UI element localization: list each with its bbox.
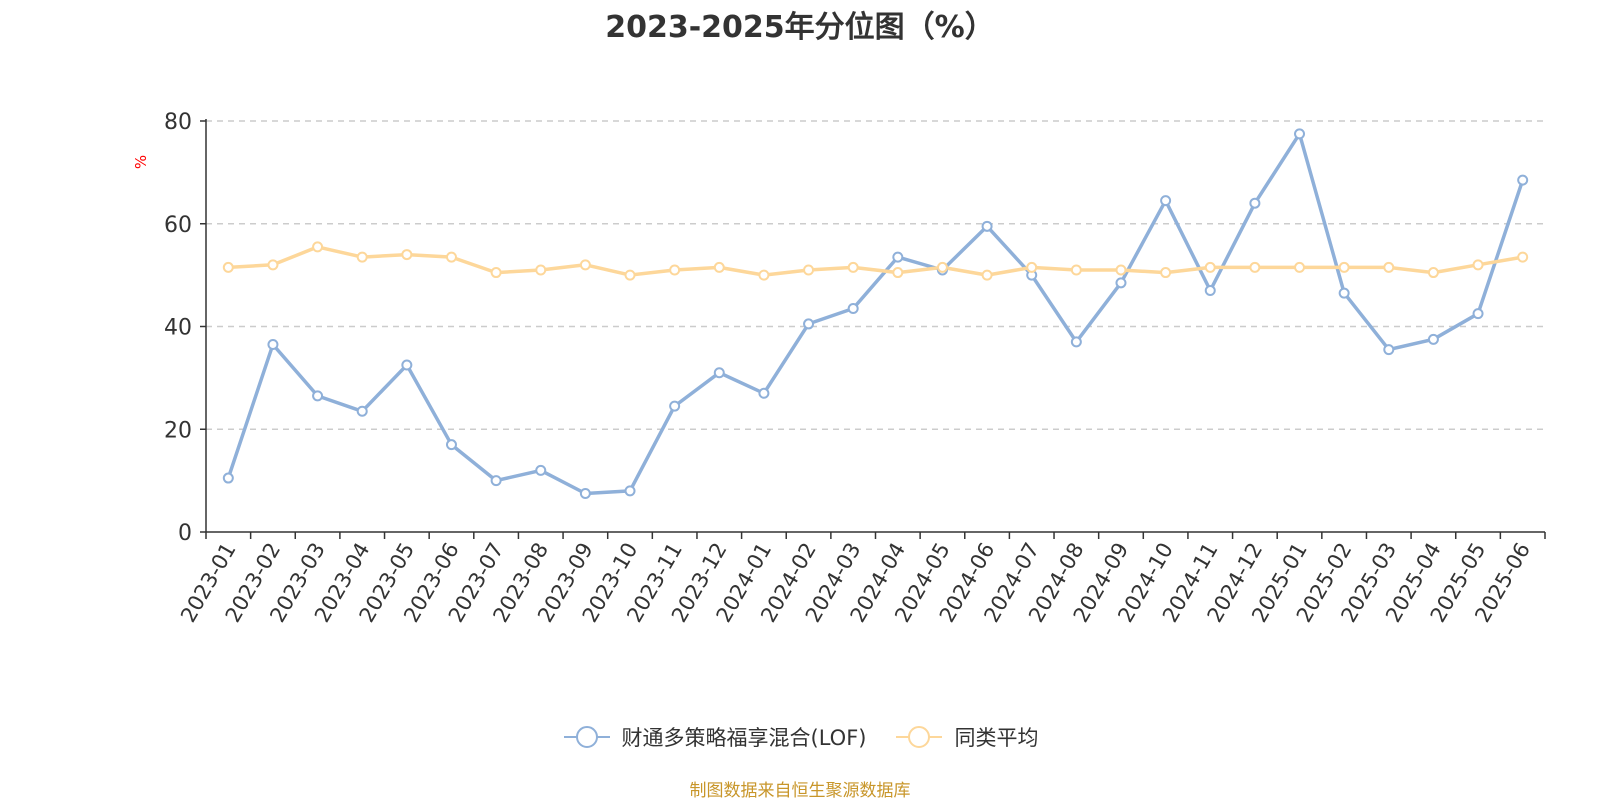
data-point — [401, 359, 413, 371]
data-point — [267, 259, 279, 271]
data-point — [401, 249, 413, 261]
data-point — [892, 251, 904, 263]
data-point — [1294, 261, 1306, 273]
data-point — [981, 220, 993, 232]
data-point — [490, 267, 502, 279]
data-point — [1070, 336, 1082, 348]
data-point — [1115, 264, 1127, 276]
data-point — [936, 261, 948, 273]
data-point — [847, 261, 859, 273]
data-point — [1338, 287, 1350, 299]
legend-symbol-icon — [896, 726, 943, 748]
legend-label: 财通多策略福享混合(LOF) — [621, 726, 867, 750]
data-point — [1160, 195, 1172, 207]
data-point — [669, 264, 681, 276]
data-point — [267, 338, 279, 350]
data-point — [758, 387, 770, 399]
data-point — [1383, 261, 1395, 273]
legend-item-1[interactable]: 财通多策略福享混合(LOF) — [562, 722, 867, 752]
legend-label: 同类平均 — [954, 726, 1039, 750]
data-point — [1026, 261, 1038, 273]
data-point — [669, 400, 681, 412]
data-point — [624, 269, 636, 281]
data-point — [1427, 267, 1439, 279]
data-point — [312, 390, 324, 402]
data-point — [356, 251, 368, 263]
data-point — [892, 267, 904, 279]
grid-lines — [206, 120, 1545, 430]
data-point — [222, 472, 234, 484]
series-line-1 — [226, 132, 1525, 496]
data-point — [1204, 261, 1216, 273]
data-point — [713, 261, 725, 273]
data-point — [1249, 197, 1261, 209]
y-tick-label: 80 — [164, 110, 192, 135]
data-point — [1427, 333, 1439, 345]
data-point — [803, 264, 815, 276]
data-point — [1383, 344, 1395, 356]
y-tick-label: 0 — [178, 521, 192, 546]
data-point — [713, 367, 725, 379]
y-tick-label: 60 — [164, 213, 192, 238]
data-point — [1338, 261, 1350, 273]
data-point — [803, 318, 815, 330]
data-point — [1249, 261, 1261, 273]
chart-title: 2023-2025年分位图（%） — [605, 10, 995, 45]
y-axis-label: % — [132, 155, 150, 169]
data-point — [312, 241, 324, 253]
data-point — [624, 485, 636, 497]
legend-symbol-icon — [563, 726, 610, 748]
y-tick-label: 20 — [164, 418, 192, 443]
data-point — [1160, 267, 1172, 279]
data-points — [222, 128, 1529, 499]
data-point — [1472, 308, 1484, 320]
data-point — [1204, 285, 1216, 297]
data-point — [1472, 259, 1484, 271]
data-point — [490, 475, 502, 487]
legend: 财通多策略福享混合(LOF) 同类平均 — [0, 722, 1600, 752]
series-lines — [226, 132, 1525, 496]
data-point — [1517, 174, 1529, 186]
data-point — [445, 439, 457, 451]
data-point — [579, 487, 591, 499]
data-point — [535, 464, 547, 476]
source-note: 制图数据来自恒生聚源数据库 — [689, 781, 911, 801]
y-tick-label: 40 — [164, 316, 192, 341]
data-point — [1115, 277, 1127, 289]
data-point — [535, 264, 547, 276]
data-point — [1517, 251, 1529, 263]
data-point — [847, 303, 859, 315]
tick-labels: 0204060802023-012023-022023-032023-04202… — [164, 110, 1535, 626]
data-point — [579, 259, 591, 271]
data-point — [222, 261, 234, 273]
data-point — [758, 269, 770, 281]
data-point — [1070, 264, 1082, 276]
series-line-2 — [228, 245, 1523, 277]
data-point — [445, 251, 457, 263]
data-point — [981, 269, 993, 281]
axes — [200, 119, 1546, 539]
data-point — [1294, 128, 1306, 140]
legend-item-2[interactable]: 同类平均 — [894, 722, 1038, 752]
data-point — [356, 405, 368, 417]
